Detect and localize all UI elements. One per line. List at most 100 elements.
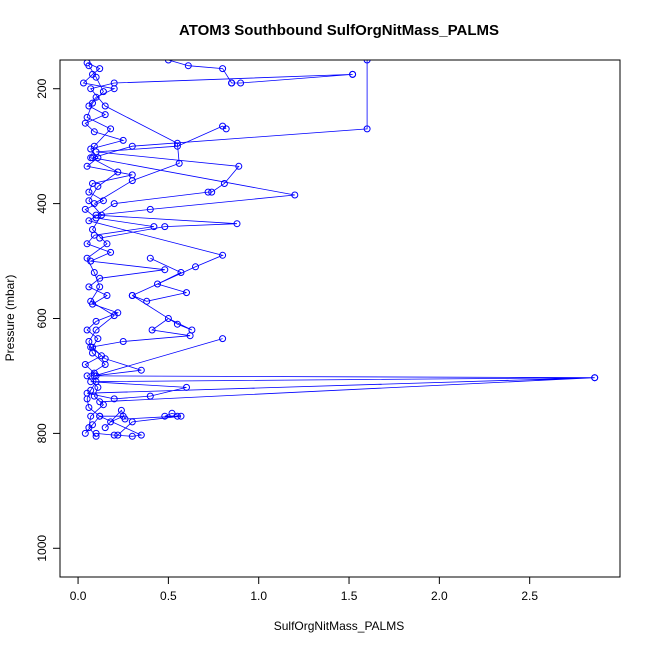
data-point — [90, 128, 98, 136]
y-tick-label: 800 — [35, 423, 49, 443]
data-point — [83, 372, 91, 380]
x-axis: 0.0 0.5 1.0 1.5 2.0 2.5 — [70, 576, 538, 603]
data-point — [99, 88, 107, 96]
data-point — [94, 182, 102, 190]
data-point — [168, 409, 176, 417]
data-point — [89, 226, 96, 233]
data-point — [85, 283, 93, 291]
data-point — [146, 205, 154, 213]
data-point — [92, 93, 100, 101]
data-point — [92, 429, 100, 437]
data-point — [81, 361, 89, 368]
data-point — [87, 85, 95, 93]
data-point — [87, 378, 95, 386]
data-point — [219, 122, 227, 130]
series-line-2 — [89, 60, 353, 204]
data-point — [83, 326, 91, 334]
x-tick-label: 0.5 — [160, 589, 177, 603]
data-point — [114, 431, 122, 439]
data-point — [219, 335, 227, 343]
data-point — [363, 60, 371, 64]
plot-frame — [59, 59, 621, 578]
data-point — [101, 102, 109, 110]
data-point — [96, 283, 104, 291]
data-point — [92, 73, 100, 81]
x-axis-label: SulfOrgNitMass_PALMS — [274, 619, 404, 633]
data-point — [591, 374, 599, 382]
series-line-0 — [82, 62, 165, 434]
data-point — [81, 429, 89, 437]
series-line-4 — [87, 125, 240, 296]
data-point — [110, 312, 118, 320]
series-line-5 — [89, 257, 223, 377]
data-point — [101, 355, 109, 363]
y-tick-label: 200 — [35, 78, 49, 98]
y-tick-label: 600 — [35, 308, 49, 328]
data-point — [110, 395, 118, 403]
series-line-7 — [96, 409, 182, 437]
data-point — [220, 180, 228, 187]
data-point — [173, 320, 181, 328]
data-point — [128, 177, 136, 185]
data-point — [192, 263, 199, 271]
data-point — [228, 79, 236, 87]
data-point — [110, 200, 118, 208]
data-point — [128, 292, 136, 299]
data-point — [119, 136, 127, 144]
data-point — [161, 412, 169, 420]
data-point — [87, 297, 95, 305]
data-point — [128, 432, 136, 440]
data-point — [186, 332, 194, 340]
data-point — [110, 431, 118, 439]
data-point — [94, 335, 102, 343]
data-point — [107, 248, 115, 256]
y-tick-label: 400 — [35, 193, 49, 213]
data-point — [173, 412, 181, 420]
data-point — [137, 431, 145, 439]
data-point — [161, 223, 169, 231]
data-point — [90, 200, 98, 208]
data-point — [291, 191, 299, 199]
data-point — [107, 418, 115, 426]
data-point — [101, 111, 109, 119]
data-point — [204, 188, 212, 196]
data-point — [128, 418, 136, 426]
data-layer — [80, 60, 599, 440]
series-line-1 — [86, 65, 119, 437]
data-point — [235, 162, 243, 170]
data-point — [117, 406, 125, 414]
data-point — [87, 343, 95, 351]
data-point — [146, 392, 154, 400]
data-point — [92, 326, 100, 334]
data-point — [148, 326, 156, 334]
data-point — [219, 65, 227, 73]
data-point — [83, 389, 91, 397]
x-tick-label: 1.5 — [341, 589, 358, 603]
x-tick-label: 2.0 — [431, 589, 448, 603]
data-point — [85, 62, 93, 70]
data-point — [87, 412, 95, 420]
y-axis-label: Pressure (mbar) — [3, 275, 17, 362]
data-point — [85, 188, 93, 196]
data-point — [92, 317, 100, 325]
data-point — [137, 366, 145, 374]
data-point — [85, 217, 93, 225]
data-point — [103, 240, 111, 248]
data-point — [92, 148, 100, 156]
data-point — [183, 289, 190, 297]
data-point — [101, 424, 109, 432]
y-tick-label: 1000 — [35, 535, 49, 562]
data-point — [92, 211, 100, 219]
data-point — [237, 79, 245, 87]
data-point — [81, 205, 89, 213]
data-point — [363, 125, 371, 133]
data-point — [107, 125, 115, 133]
data-point — [121, 415, 129, 423]
data-point — [177, 269, 185, 276]
data-point — [83, 254, 91, 262]
data-point — [80, 79, 87, 87]
data-point — [110, 79, 118, 87]
data-point — [96, 398, 104, 406]
data-point — [114, 168, 122, 176]
